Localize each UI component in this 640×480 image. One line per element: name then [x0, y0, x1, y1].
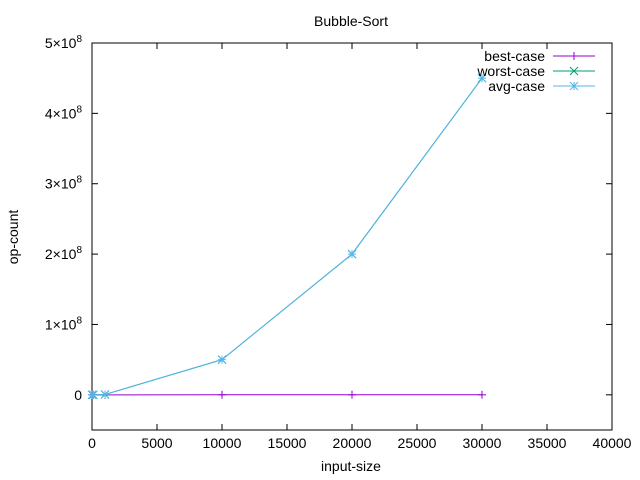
data-point-avg-case — [217, 355, 227, 364]
x-tick-label: 30000 — [463, 435, 502, 451]
legend-marker-best-case — [570, 52, 578, 60]
chart-title: Bubble-Sort — [314, 13, 388, 29]
y-tick-label: 3×108 — [45, 175, 83, 192]
y-tick-exponent: 8 — [76, 245, 82, 256]
x-tick-label: 40000 — [593, 435, 632, 451]
y-tick-exponent: 8 — [76, 315, 82, 326]
x-tick-label: 15000 — [268, 435, 307, 451]
y-tick-label: 1×108 — [45, 315, 83, 332]
data-point-avg-case — [477, 73, 487, 83]
plot-area: 0 5000 10000 15000 20000 25000 30000 35000 40000… — [45, 34, 632, 451]
y-tick-exponent: 8 — [76, 104, 82, 115]
x-tick-label: 35000 — [528, 435, 567, 451]
series-line-avg-case — [92, 77, 483, 396]
plot-frame — [91, 42, 613, 431]
x-tick-label: 0 — [88, 435, 96, 451]
data-point-best-case — [478, 390, 486, 399]
data-point-best-case — [218, 390, 226, 399]
x-axis-label: input-size — [321, 458, 381, 474]
y-tick-mantissa: 5×10 — [45, 35, 77, 51]
series-layer — [87, 73, 487, 400]
y-tick-mantissa: 3×10 — [45, 176, 77, 192]
y-tick-mantissa: 1×10 — [45, 316, 77, 332]
x-tick-label: 25000 — [398, 435, 437, 451]
x-axis-ticks: 0 5000 10000 15000 20000 25000 30000 35000 40000 — [88, 43, 632, 451]
x-tick-label: 20000 — [333, 435, 372, 451]
data-point-avg-case — [88, 390, 98, 400]
data-point-avg-case — [347, 249, 357, 259]
legend-marker-worst-case — [569, 66, 579, 76]
x-tick-label: 10000 — [203, 435, 242, 451]
legend-label-best-case: best-case — [484, 48, 545, 64]
y-tick-mantissa: 2×10 — [45, 246, 77, 262]
y-tick-label: 5×108 — [45, 34, 83, 51]
legend-label-worst-case: worst-case — [476, 63, 545, 79]
series-line-worst-case — [92, 77, 483, 396]
legend-marker-avg-case — [569, 81, 579, 91]
y-tick-mantissa: 4×10 — [45, 105, 77, 121]
data-point-best-case — [348, 390, 356, 399]
y-tick-exponent: 8 — [76, 34, 82, 45]
y-tick-label: 4×108 — [45, 104, 83, 121]
data-point-avg-case — [100, 390, 110, 399]
y-tick-label: 0 — [74, 387, 82, 403]
y-tick-mantissa: 0 — [74, 387, 82, 403]
y-tick-label: 2×108 — [45, 245, 83, 262]
y-tick-exponent: 8 — [76, 175, 82, 186]
x-tick-label: 5000 — [141, 435, 172, 451]
y-axis-label: op-count — [5, 210, 21, 265]
legend-label-avg-case: avg-case — [488, 78, 545, 94]
